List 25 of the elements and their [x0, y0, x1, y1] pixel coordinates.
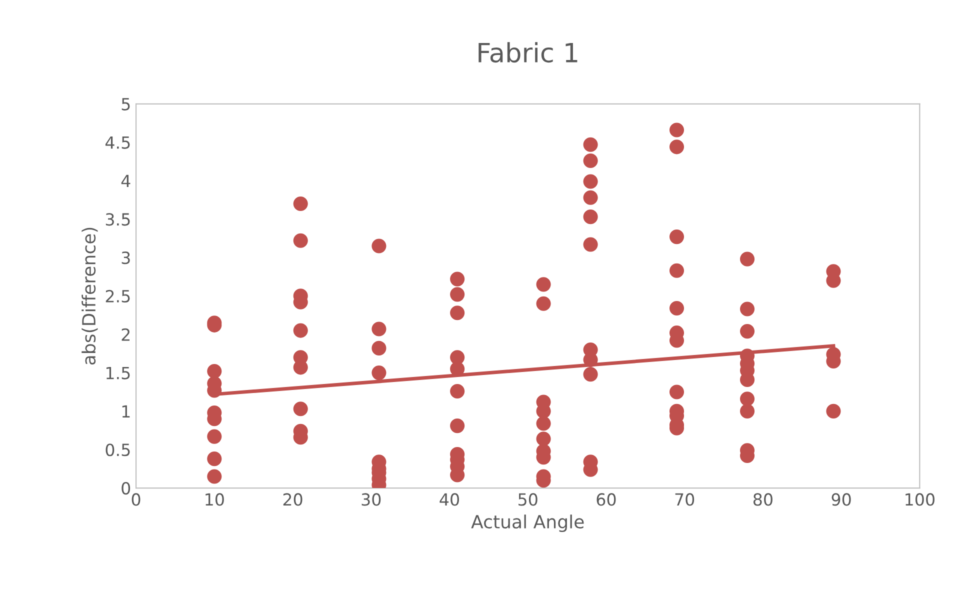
y-tick-label: 4.5: [105, 136, 130, 149]
x-tick-label: 40: [440, 493, 459, 506]
x-tick-label: 70: [675, 493, 694, 506]
x-tick-label: 50: [518, 493, 538, 506]
y-tick-label: 4: [121, 174, 130, 188]
y-tick-label: 2: [122, 328, 130, 341]
y-axis-title: abs(Difference): [82, 228, 98, 365]
y-tick-label: 3: [122, 252, 130, 264]
x-tick-label: 100: [906, 493, 934, 506]
x-tick-label: 80: [753, 493, 772, 506]
x-tick-label: 20: [283, 493, 302, 506]
x-axis-title: Actual Angle: [471, 514, 584, 532]
y-tick-label: 0: [122, 482, 130, 495]
y-tick-label: 1.5: [106, 366, 130, 380]
y-tick-label: 5: [122, 98, 130, 110]
x-tick-label: 60: [596, 493, 616, 506]
x-tick-label: 30: [362, 493, 381, 506]
x-tick-label: 0: [132, 493, 140, 506]
y-tick-label: 1: [122, 405, 130, 418]
chart-title: Fabric 1: [478, 42, 578, 63]
y-tick-label: 3.5: [106, 213, 130, 226]
y-tick-label: 0.5: [106, 444, 130, 456]
x-tick-label: 90: [832, 493, 851, 506]
x-tick-label: 10: [206, 493, 224, 506]
y-tick-label: 2.5: [106, 290, 130, 303]
